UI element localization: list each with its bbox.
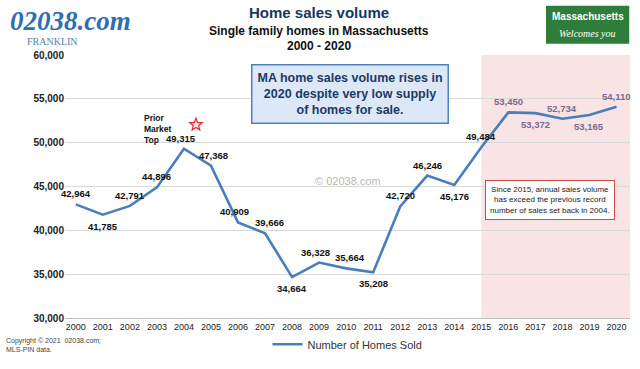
svg-text:2014: 2014 — [444, 322, 464, 332]
svg-text:2005: 2005 — [201, 322, 221, 332]
svg-text:49,484: 49,484 — [466, 131, 496, 142]
svg-text:Number of Homes Sold: Number of Homes Sold — [308, 339, 422, 351]
svg-text:© 02038.com: © 02038.com — [315, 175, 381, 187]
svg-text:40,000: 40,000 — [33, 225, 64, 236]
svg-text:45,000: 45,000 — [33, 181, 64, 192]
svg-text:42,720: 42,720 — [386, 190, 415, 201]
svg-text:53,165: 53,165 — [574, 121, 604, 132]
svg-text:50,000: 50,000 — [33, 137, 64, 148]
svg-text:53,450: 53,450 — [494, 96, 523, 107]
svg-text:2019: 2019 — [579, 322, 599, 332]
svg-text:Massachusetts: Massachusetts — [552, 11, 624, 22]
svg-text:46,246: 46,246 — [413, 160, 442, 171]
svg-text:45,176: 45,176 — [440, 191, 469, 202]
svg-text:2000 - 2020: 2000 - 2020 — [287, 39, 351, 53]
svg-text:FRANKLIN: FRANKLIN — [27, 36, 78, 47]
svg-text:35,000: 35,000 — [33, 269, 64, 280]
svg-text:2015: 2015 — [471, 322, 491, 332]
svg-text:2002: 2002 — [120, 322, 140, 332]
svg-text:2011: 2011 — [364, 322, 383, 332]
svg-text:2009: 2009 — [309, 322, 329, 332]
svg-text:42,791: 42,791 — [115, 190, 145, 201]
svg-text:54,110: 54,110 — [602, 91, 631, 102]
svg-text:Welcomes you: Welcomes you — [559, 28, 616, 39]
svg-text:36,328: 36,328 — [301, 247, 330, 258]
svg-text:44,896: 44,896 — [142, 171, 171, 182]
svg-text:2010: 2010 — [336, 322, 356, 332]
svg-text:30,000: 30,000 — [33, 313, 64, 324]
svg-text:2012: 2012 — [390, 322, 410, 332]
svg-text:Since 2015, annual sales volum: Since 2015, annual sales volumehas excee… — [490, 185, 610, 215]
svg-text:49,315: 49,315 — [166, 133, 196, 144]
svg-text:Single family homes in Massach: Single family homes in Massachusetts — [209, 24, 429, 38]
svg-text:2007: 2007 — [255, 322, 275, 332]
svg-text:PriorMarketTop: PriorMarketTop — [144, 113, 172, 145]
svg-text:52,734: 52,734 — [547, 103, 577, 114]
svg-text:2004: 2004 — [174, 322, 194, 332]
svg-text:35,208: 35,208 — [359, 278, 388, 289]
svg-text:53,372: 53,372 — [521, 119, 550, 130]
svg-text:2018: 2018 — [552, 322, 572, 332]
svg-text:2000: 2000 — [66, 322, 86, 332]
svg-text:2016: 2016 — [498, 322, 518, 332]
svg-text:42,964: 42,964 — [61, 188, 91, 199]
svg-text:02038.com: 02038.com — [10, 6, 131, 36]
svg-text:2017: 2017 — [525, 322, 545, 332]
svg-text:MA home sales volume rises in2: MA home sales volume rises in2020 despit… — [258, 71, 443, 118]
svg-text:2020: 2020 — [606, 322, 626, 332]
svg-text:2008: 2008 — [282, 322, 302, 332]
svg-text:2013: 2013 — [417, 322, 437, 332]
svg-text:Home sales volume: Home sales volume — [249, 4, 389, 21]
svg-text:60,000: 60,000 — [33, 50, 64, 61]
svg-text:39,666: 39,666 — [255, 217, 284, 228]
svg-text:2001: 2001 — [93, 322, 113, 332]
svg-text:55,000: 55,000 — [33, 93, 64, 104]
svg-text:40,909: 40,909 — [220, 206, 249, 217]
svg-text:2003: 2003 — [147, 322, 167, 332]
svg-text:34,664: 34,664 — [277, 283, 307, 294]
svg-text:2006: 2006 — [228, 322, 248, 332]
svg-text:35,664: 35,664 — [335, 252, 365, 263]
svg-text:47,368: 47,368 — [199, 150, 228, 161]
svg-text:41,785: 41,785 — [88, 221, 118, 232]
svg-text:Copyright © 2021 02038.com;ML: Copyright © 2021 02038.com;MLS-PIN data. — [6, 337, 101, 353]
